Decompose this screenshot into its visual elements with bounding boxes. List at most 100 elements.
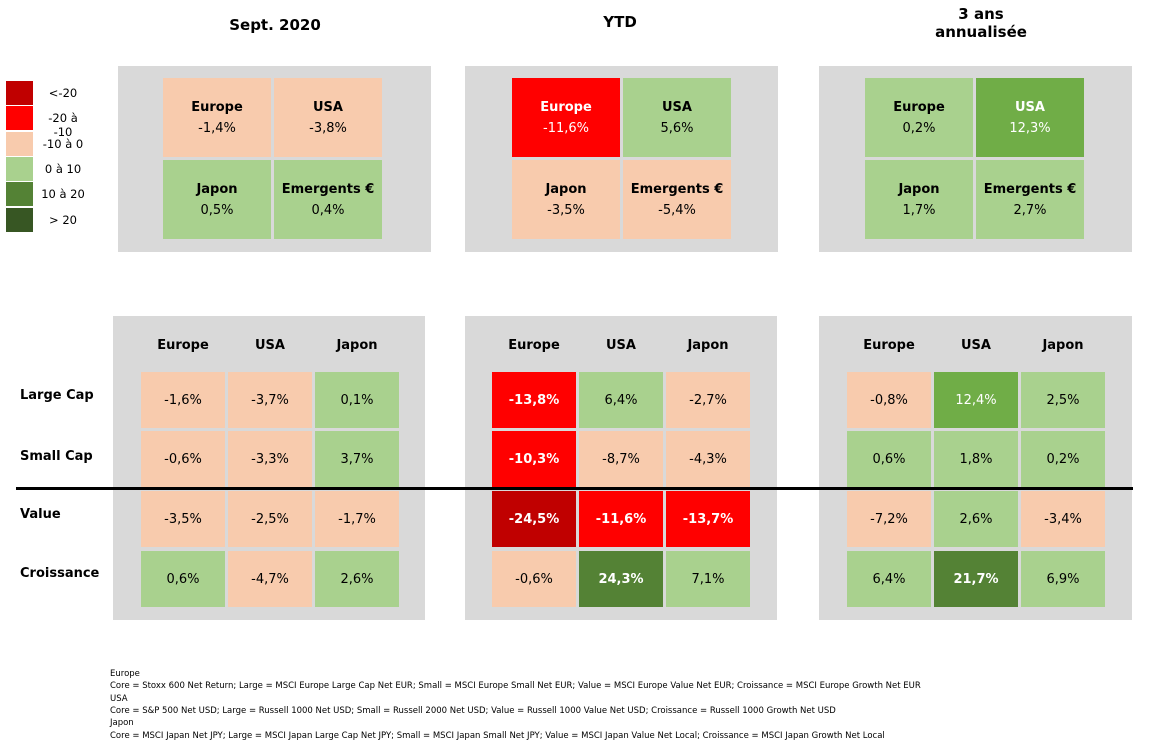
- region-cell: Emergents € 0,4%: [274, 160, 382, 239]
- style-cell: 12,4%: [934, 372, 1018, 428]
- legend-swatch: [6, 131, 33, 156]
- style-cell: -13,8%: [492, 372, 576, 428]
- style-cell: 6,4%: [847, 551, 931, 607]
- legend-label: -10 à 0: [42, 136, 84, 151]
- legend-swatch: [6, 182, 33, 207]
- legend-swatch: [6, 156, 33, 181]
- column-header: Europe: [157, 338, 209, 353]
- legend-label: > 20: [49, 212, 77, 227]
- region-cell: Europe -11,6%: [512, 78, 620, 157]
- separator-line: [16, 487, 1133, 490]
- region-cell: Europe -1,4%: [163, 78, 271, 157]
- region-name: USA: [662, 99, 692, 115]
- legend-swatch: [6, 207, 33, 232]
- region-name: Emergents €: [630, 181, 724, 197]
- region-name: USA: [313, 99, 343, 115]
- region-cell: Japon 1,7%: [865, 160, 973, 239]
- region-value: -5,4%: [658, 202, 696, 218]
- style-cell: -3,7%: [228, 372, 312, 428]
- column-header: Japon: [336, 338, 378, 353]
- row-header: Large Cap: [20, 388, 94, 403]
- region-value: -3,8%: [309, 120, 347, 136]
- region-value: 12,3%: [1009, 120, 1051, 136]
- style-cell: 6,4%: [579, 372, 663, 428]
- style-cell: 0,6%: [847, 431, 931, 487]
- region-name: Emergents €: [983, 181, 1077, 197]
- period-title: Sept. 2020: [229, 16, 321, 34]
- region-cell: Europe 0,2%: [865, 78, 973, 157]
- style-cell: -3,4%: [1021, 491, 1105, 547]
- region-value: 0,5%: [200, 202, 234, 218]
- region-cell: USA 12,3%: [976, 78, 1084, 157]
- style-cell: 3,7%: [315, 431, 399, 487]
- region-value: 0,2%: [902, 120, 936, 136]
- region-name: Europe: [191, 99, 243, 115]
- style-cell: 0,6%: [141, 551, 225, 607]
- region-value: 2,7%: [1013, 202, 1047, 218]
- style-cell: -1,7%: [315, 491, 399, 547]
- region-cell: Emergents € 2,7%: [976, 160, 1084, 239]
- style-cell: 2,6%: [934, 491, 1018, 547]
- region-cell: USA -3,8%: [274, 78, 382, 157]
- style-cell: 7,1%: [666, 551, 750, 607]
- style-cell: 0,1%: [315, 372, 399, 428]
- column-header: Europe: [863, 338, 915, 353]
- region-cell: Emergents € -5,4%: [623, 160, 731, 239]
- style-cell: 6,9%: [1021, 551, 1105, 607]
- row-header: Small Cap: [20, 449, 93, 464]
- style-cell: -1,6%: [141, 372, 225, 428]
- style-cell: -3,3%: [228, 431, 312, 487]
- style-cell: 2,5%: [1021, 372, 1105, 428]
- region-name: Europe: [893, 99, 945, 115]
- region-value: -3,5%: [547, 202, 585, 218]
- column-header: USA: [255, 338, 285, 353]
- region-name: USA: [1015, 99, 1045, 115]
- style-cell: -0,6%: [492, 551, 576, 607]
- period-title: 3 ans annualisée: [935, 5, 1027, 41]
- region-cell: Japon 0,5%: [163, 160, 271, 239]
- style-cell: 21,7%: [934, 551, 1018, 607]
- note-text: Core = MSCI Japan Net JPY; Large = MSCI …: [110, 730, 885, 741]
- style-cell: -3,5%: [141, 491, 225, 547]
- legend-label: <-20: [48, 86, 78, 100]
- style-cell: 1,8%: [934, 431, 1018, 487]
- style-cell: 2,6%: [315, 551, 399, 607]
- legend-label: 10 à 20: [41, 187, 85, 202]
- note-heading: Europe: [110, 669, 140, 679]
- period-title: YTD: [603, 13, 637, 31]
- style-cell: 24,3%: [579, 551, 663, 607]
- column-header: Japon: [687, 338, 729, 353]
- row-header: Value: [20, 507, 61, 522]
- legend-swatch: [6, 81, 33, 105]
- region-name: Japon: [898, 181, 940, 197]
- style-cell: -13,7%: [666, 491, 750, 547]
- style-cell: -11,6%: [579, 491, 663, 547]
- style-cell: -2,5%: [228, 491, 312, 547]
- column-header: Japon: [1042, 338, 1084, 353]
- style-cell: -4,7%: [228, 551, 312, 607]
- style-cell: -7,2%: [847, 491, 931, 547]
- region-value: 1,7%: [902, 202, 936, 218]
- region-cell: USA 5,6%: [623, 78, 731, 157]
- region-name: Japon: [196, 181, 238, 197]
- style-cell: -0,6%: [141, 431, 225, 487]
- row-header: Croissance: [20, 566, 100, 581]
- style-cell: -4,3%: [666, 431, 750, 487]
- column-header: USA: [961, 338, 991, 353]
- style-cell: 0,2%: [1021, 431, 1105, 487]
- column-header: USA: [606, 338, 636, 353]
- region-value: 0,4%: [311, 202, 345, 218]
- style-cell: -8,7%: [579, 431, 663, 487]
- style-cell: -24,5%: [492, 491, 576, 547]
- note-heading: USA: [110, 693, 128, 704]
- region-name: Japon: [545, 181, 587, 197]
- region-name: Emergents €: [281, 181, 375, 197]
- legend-label: -20 à -10: [48, 111, 78, 140]
- style-cell: -0,8%: [847, 372, 931, 428]
- region-value: -11,6%: [543, 120, 589, 136]
- style-cell: -2,7%: [666, 372, 750, 428]
- column-header: Europe: [508, 338, 560, 353]
- region-value: 5,6%: [660, 120, 694, 136]
- region-cell: Japon -3,5%: [512, 160, 620, 239]
- note-text: Core = S&P 500 Net USD; Large = Russell …: [110, 705, 836, 716]
